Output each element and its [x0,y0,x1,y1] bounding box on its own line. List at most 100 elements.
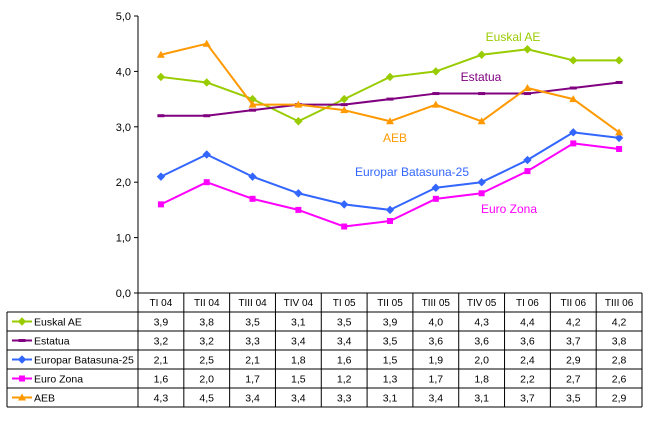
table-cell-value: 2,8 [612,355,627,367]
table-cell-value: 2,7 [566,374,581,386]
data-point [295,206,302,213]
data-point [523,92,531,96]
data-point [477,50,486,59]
data-point [569,95,578,103]
data-point [569,86,577,90]
data-point [478,190,485,197]
table-cell-value: 1,3 [383,374,398,386]
data-point [156,172,166,181]
legend-key [12,375,32,382]
data-point [615,80,623,84]
data-point [386,117,394,125]
data-point [385,205,395,215]
table-cell-value: 2,5 [199,355,214,367]
table-cell-value: 3,4 [245,393,260,405]
legend-marker [18,339,26,342]
table-cell-value: 3,4 [429,393,444,405]
table-cell-value: 1,6 [337,355,352,367]
x-category-label: TI 06 [516,298,539,309]
data-point [156,50,165,58]
table-cell-value: 2,1 [245,355,260,367]
table-cell-value: 1,9 [429,355,444,367]
x-category-label: TIII 06 [605,298,634,309]
table-cell-value: 3,1 [383,393,398,405]
x-category-label: TIII 04 [238,298,267,309]
data-table: TI 04 TII 04 TIII 04 TIV 04 TI 05 TII 05 TIII … [6,292,643,408]
data-point [294,189,303,198]
table-cell-value: 1,2 [337,374,352,386]
data-point [387,217,393,224]
legend-key [12,393,32,401]
table-cell-value: 3,7 [520,393,535,405]
table-cell-value: 4,0 [429,317,444,329]
x-category-label: TIV 05 [467,298,497,309]
table-cell-value: 3,2 [199,336,214,348]
data-point [340,103,348,107]
data-point [614,56,624,65]
table-cell-value: 3,8 [612,336,627,348]
series-annotation: Euro Zona [481,202,537,216]
table-cell-value: 4,3 [474,317,489,329]
series-aeb: AEB [156,39,624,145]
table-row-label: Estatua [34,336,70,348]
data-point [294,100,303,108]
table-cell-value: 3,5 [383,336,398,348]
data-point [477,117,486,125]
data-point [202,150,211,159]
data-point [616,145,623,152]
series-annotation: Euskal AE [486,30,541,44]
table-cell-value: 2,0 [199,374,214,386]
x-category-label: TII 04 [194,298,220,309]
legend-marker [17,355,27,364]
x-category-label: TI 04 [150,298,173,309]
data-point [248,100,257,108]
legend-marker [19,375,25,382]
table-cell-value: 1,7 [429,374,444,386]
legend-key [12,339,32,342]
legend-marker [18,393,26,401]
table-row-label: Europar Batasuna-25 [34,355,134,367]
series-line [160,48,620,123]
table-cell-value: 3,6 [429,336,444,348]
table-cell-value: 4,2 [566,317,581,329]
data-point [523,84,532,92]
table-cell-value: 4,4 [520,317,535,329]
table-cell-value: 3,3 [337,393,352,405]
data-point [203,179,210,186]
table-cell-value: 2,4 [520,355,535,367]
series-europar-batasuna-25: Europar Batasuna-25 [156,128,624,215]
data-point [386,97,394,101]
table-cell-value: 4,3 [154,393,169,405]
data-point [432,195,439,202]
table-cell-value: 3,4 [291,393,306,405]
x-category-label: TII 06 [560,298,586,309]
data-point [431,67,441,76]
table-cell-value: 3,1 [291,317,306,329]
data-point [249,195,256,202]
table-row-label: Euskal AE [34,317,82,329]
data-point [202,39,211,47]
data-point [157,201,164,208]
y-tick-label: 1,0 [116,233,131,245]
table-cell-value: 3,4 [291,336,306,348]
table-cell-value: 3,5 [245,317,260,329]
data-point [523,45,532,54]
data-point [431,100,440,108]
table-cell-value: 3,5 [337,317,352,329]
data-point [249,108,257,112]
data-point [432,92,440,96]
series-euro-zona: Euro Zona [157,140,623,230]
data-point [615,128,624,136]
table-cell-value: 2,9 [566,355,581,367]
table-cell-value: 1,5 [383,355,398,367]
table-cell-value: 1,8 [474,374,489,386]
y-tick-label: 4,0 [116,66,131,78]
x-category-label: TIV 04 [284,298,314,309]
table-cell-value: 4,5 [199,393,214,405]
table-cell-value: 3,7 [566,336,581,348]
legend-marker [17,317,27,326]
series-annotation: Europar Batasuna-25 [355,165,469,179]
data-point [523,155,532,165]
